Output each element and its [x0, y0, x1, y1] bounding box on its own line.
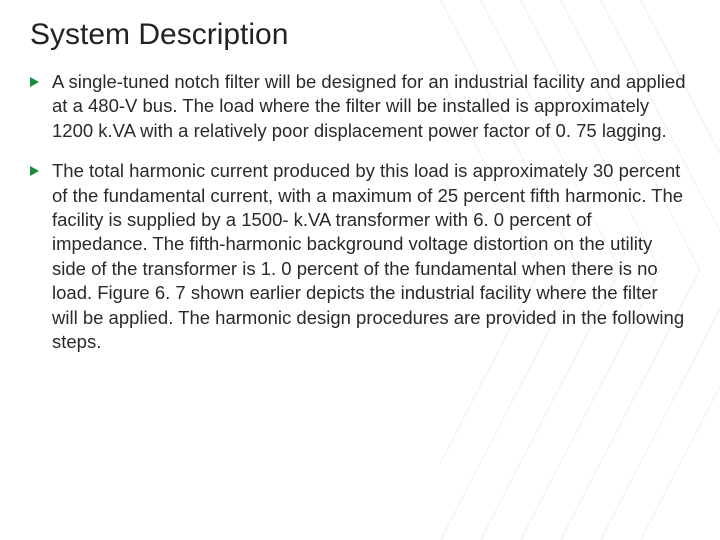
slide-title: System Description [30, 18, 686, 52]
list-item: A single-tuned notch filter will be desi… [30, 70, 686, 143]
slide-content: System Description A single-tuned notch … [0, 0, 720, 540]
bullet-list: A single-tuned notch filter will be desi… [30, 70, 686, 354]
list-item: The total harmonic current produced by t… [30, 159, 686, 354]
